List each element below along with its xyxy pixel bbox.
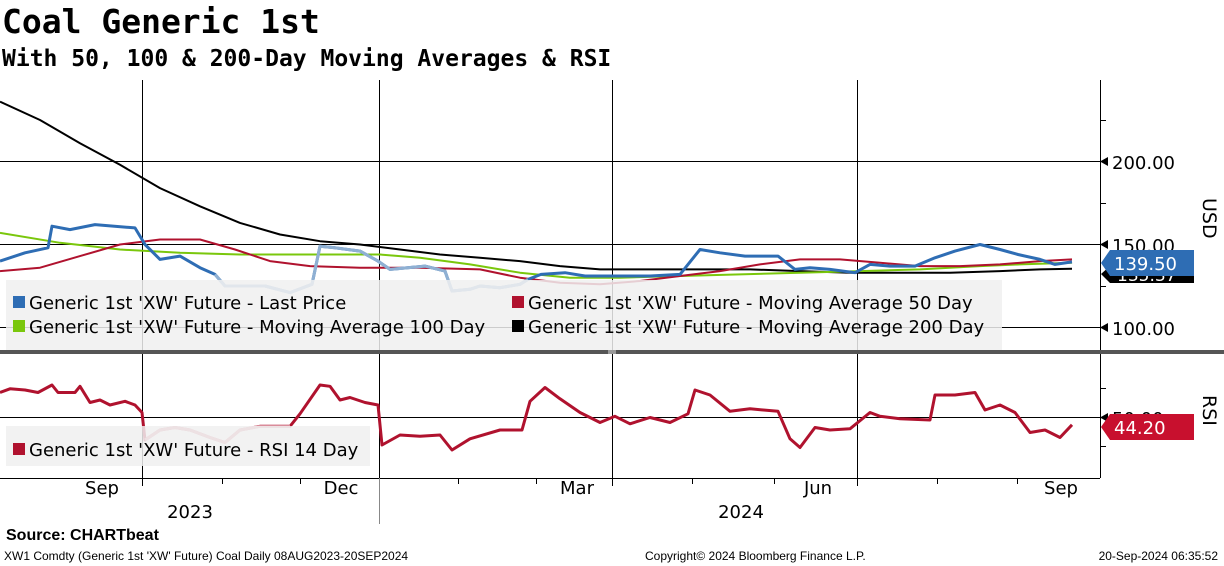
legend-label-ma200: Generic 1st 'XW' Future - Moving Average… xyxy=(528,317,985,338)
tick-arrow-200 xyxy=(1100,157,1108,166)
x-tick-label-dec: Dec xyxy=(324,478,359,499)
legend-swatch-ma200 xyxy=(512,320,524,332)
tick-arrow-50 xyxy=(1100,413,1108,422)
x-tick-label-sep-2024: Sep xyxy=(1044,478,1078,499)
tick-arrow-100 xyxy=(1100,323,1108,332)
x-minor-ticks xyxy=(142,478,1018,486)
source-label: Source: CHARTbeat xyxy=(6,527,159,544)
ma200-line xyxy=(0,100,1073,274)
y-tick-label-200: 200.00 xyxy=(1112,153,1175,174)
legend-swatch-ma50 xyxy=(512,296,524,308)
rsi-value: 44.20 xyxy=(1114,418,1166,439)
last-price-badge xyxy=(1101,250,1194,276)
year-label-2024: 2024 xyxy=(718,502,764,523)
legend-swatch-ma100 xyxy=(13,320,25,332)
chart-title: Coal Generic 1st xyxy=(2,2,320,41)
price-series-group xyxy=(0,100,1073,295)
y-tick-label-100: 100.00 xyxy=(1112,319,1175,340)
legend-label-ma100: Generic 1st 'XW' Future - Moving Average… xyxy=(29,317,486,338)
tick-arrow-150 xyxy=(1100,240,1108,249)
chart-subtitle: With 50, 100 & 200-Day Moving Averages &… xyxy=(2,46,612,72)
year-label-2023: 2023 xyxy=(167,502,213,523)
rsi-axis-title: RSI xyxy=(1198,395,1220,426)
rsi-badge xyxy=(1101,414,1194,440)
rsi-line xyxy=(0,383,1074,452)
legend-label-rsi: Generic 1st 'XW' Future - RSI 14 Day xyxy=(29,440,359,461)
footer-timestamp: 20-Sep-2024 06:35:52 xyxy=(1098,549,1218,563)
right-axis xyxy=(1100,80,1106,478)
rsi-legend: Generic 1st 'XW' Future - RSI 14 Day xyxy=(6,426,370,466)
footer-copyright: Copyright© 2024 Bloomberg Finance L.P. xyxy=(645,549,866,563)
legend-label-ma50: Generic 1st 'XW' Future - Moving Average… xyxy=(528,293,973,314)
x-tick-label-mar: Mar xyxy=(560,478,595,499)
price-legend: Generic 1st 'XW' Future - Last Price Gen… xyxy=(6,280,1002,350)
x-tick-label-sep-2023: Sep xyxy=(85,478,119,499)
last-price-value: 139.50 xyxy=(1114,254,1177,275)
panel-separator-handle[interactable] xyxy=(608,350,616,354)
usd-axis-title: USD xyxy=(1198,198,1220,239)
legend-swatch-last-price xyxy=(13,296,25,308)
legend-swatch-rsi xyxy=(13,443,25,455)
legend-label-last-price: Generic 1st 'XW' Future - Last Price xyxy=(29,293,346,314)
footer-left: XW1 Comdty (Generic 1st 'XW' Future) Coa… xyxy=(4,549,409,563)
x-tick-label-jun: Jun xyxy=(803,478,832,499)
